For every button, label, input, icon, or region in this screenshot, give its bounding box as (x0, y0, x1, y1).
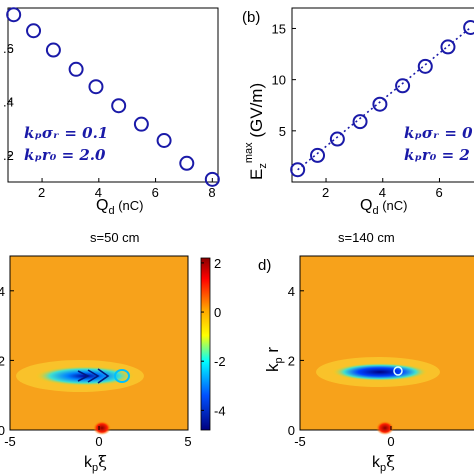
panel-d-xlabel: kpξ (372, 452, 395, 474)
panel-a-markers (6, 7, 220, 187)
panel-c-ytick-label: 0 (0, 423, 5, 438)
panel-a-xtick-label: 8 (208, 185, 215, 200)
colorbar-tick-label: 0 (214, 305, 221, 320)
panel-a-annotation-2: kₚr₀ = 2.0 (24, 146, 106, 164)
panel-c-ytick-label: 4 (0, 284, 5, 299)
panel-b-marker (372, 96, 388, 112)
panel-b-xticks: 2 4 6 (322, 178, 443, 200)
panel-c-ytick-label: 2 (0, 353, 5, 368)
panel-d-label: d) (258, 257, 271, 274)
panel-a-annotation-1: kₚσᵣ = 0.1 (24, 124, 108, 142)
panel-c-driver-head (114, 369, 130, 383)
panel-b-ytick-label: 10 (272, 73, 286, 88)
panel-b-marker (329, 131, 345, 147)
panel-b-xtick-label: 2 (322, 185, 329, 200)
panel-b-marker (463, 19, 474, 35)
panel-c-bubble (35, 366, 135, 386)
panel-a-xtick-label: 6 (152, 185, 159, 200)
panel-a-ytick-label: .6 (3, 41, 14, 56)
panel-a-marker (26, 23, 42, 39)
panel-a-xtick-label: 2 (38, 185, 45, 200)
panel-d-bubble (332, 363, 428, 381)
panel-a-xlabel: Qd (nC) (96, 197, 143, 217)
panel-b-ytick-label: 15 (272, 21, 286, 36)
panel-a: .2 .4 .6 2 4 6 8 kₚσᵣ = 0.1 kₚr₀ = 2.0 Qd (nC… (3, 7, 220, 217)
panel-a-marker (45, 42, 61, 58)
panel-b: (b) 5 10 15 2 4 6 kₚσᵣ = 0 kₚr₀ = 2 Ezmax (G… (242, 7, 474, 217)
panel-b-marker (395, 78, 411, 94)
panel-d-yticks: 0 2 4 (288, 284, 304, 438)
panel-b-annotation-1: kₚσᵣ = 0 (404, 124, 473, 142)
panel-a-xtick-label: 4 (95, 185, 102, 200)
panel-a-marker (68, 61, 84, 77)
panel-d-title: s=140 cm (338, 230, 395, 245)
panel-d: s=140 cm d) 024 -505 kp r kpξ (258, 230, 474, 474)
panel-a-marker (111, 98, 127, 114)
panel-b-label: (b) (242, 9, 260, 26)
colorbar (200, 257, 211, 431)
panel-d-driver-head (393, 366, 403, 376)
panel-c-xtick-label: 5 (184, 434, 191, 449)
panel-a-marker (6, 7, 22, 23)
panel-c-title: s=50 cm (90, 230, 140, 245)
colorbar-tick-label: -4 (214, 403, 226, 418)
panel-c-xlabel: kpξ (84, 452, 107, 474)
panel-d-xtick-label: -5 (294, 434, 306, 449)
panel-b-marker (352, 114, 368, 130)
panel-b-marker (440, 39, 456, 55)
panel-b-xlabel: Qd (nC) (360, 197, 407, 217)
panel-b-marker (310, 147, 326, 163)
panel-d-ytick-label: 2 (288, 353, 295, 368)
panel-b-marker (417, 58, 433, 74)
panel-a-yticks: .2 .4 .6 (3, 41, 14, 163)
panel-c-xtick-label: 0 (95, 434, 102, 449)
panel-d-ytick-label: 4 (288, 284, 295, 299)
panel-b-marker (290, 162, 306, 178)
panel-a-marker (179, 155, 195, 171)
panel-c-field (9, 255, 189, 431)
panel-c-axis-spot (93, 421, 111, 435)
panel-c-xtick-label: -5 (4, 434, 16, 449)
panel-d-xticks: -505 (294, 426, 395, 449)
panel-d-axis-spot (376, 421, 394, 435)
panel-b-annotation-2: kₚr₀ = 2 (404, 146, 470, 164)
panel-a-axes (7, 7, 219, 183)
panel-a-xticks: 2 4 6 8 (38, 178, 216, 200)
panel-b-markers (290, 19, 474, 178)
panel-a-marker (204, 171, 220, 187)
panel-d-ytick-label: 0 (288, 423, 295, 438)
panel-d-ylabel: kp r (263, 347, 285, 372)
panel-b-xtick-label: 6 (435, 185, 442, 200)
panel-b-axes (291, 7, 474, 183)
colorbar-ticks: 2 0 -2 -4 (201, 256, 226, 418)
colorbar-tick-label: -2 (214, 354, 226, 369)
panel-d-xtick-label: 0 (387, 434, 394, 449)
panel-b-yticks: 5 10 15 (272, 21, 296, 139)
panel-a-marker (88, 79, 104, 95)
panel-b-ytick-label: 5 (279, 124, 286, 139)
panel-a-marker (133, 116, 149, 132)
panel-c-yticks: 0 2 4 (0, 284, 14, 438)
panel-c: s=50 cm 024 -5 0 5 kpξ 20-2-4 (0, 230, 226, 474)
panel-d-field (299, 255, 474, 431)
panel-b-xtick-label: 4 (379, 185, 386, 200)
panel-a-ytick-label: .2 (3, 148, 14, 163)
colorbar-tick-label: 2 (214, 256, 221, 271)
panel-a-marker (156, 133, 172, 149)
panel-a-ytick-label: .4 (3, 95, 14, 110)
panel-c-xticks: -5 0 5 (4, 426, 192, 449)
panel-c-wake-ripples (77, 368, 110, 384)
panel-b-ylabel: Ezmax (GV/m) (243, 83, 269, 180)
